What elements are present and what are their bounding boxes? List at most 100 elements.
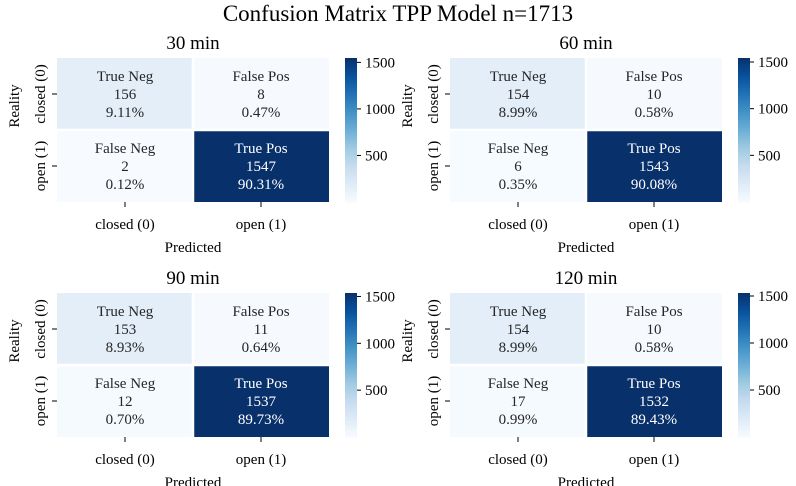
cell-percent: 8.99% (499, 105, 538, 121)
colorbar-band (345, 293, 357, 296)
colorbar-band (345, 375, 357, 378)
heatmap-cell (450, 293, 586, 365)
colorbar-band (738, 345, 750, 348)
colorbar-band (345, 421, 357, 424)
heatmap-cell (193, 293, 329, 365)
colorbar-band (738, 78, 750, 81)
x-tick-label: open (1) (629, 452, 679, 468)
cell-label: True Neg (490, 304, 547, 320)
colorbar-band (345, 136, 357, 139)
colorbar-band (738, 180, 750, 183)
x-axis-label: Predicted (165, 475, 222, 486)
colorbar-band (738, 166, 750, 169)
colorbar-band (738, 140, 750, 143)
colorbar-band (738, 315, 750, 318)
colorbar-band (345, 102, 357, 105)
colorbar-band (738, 108, 750, 111)
heatmap-cell (57, 58, 193, 130)
colorbar-band (345, 303, 357, 306)
colorbar-band (738, 142, 750, 145)
colorbar-band (345, 112, 357, 115)
colorbar-band (738, 82, 750, 85)
panel-title: 30 min (166, 33, 220, 54)
colorbar-band (345, 399, 357, 402)
colorbar-band (738, 174, 750, 177)
colorbar-band (345, 114, 357, 117)
colorbar-band (345, 417, 357, 420)
y-axis-label: Reality (400, 84, 416, 128)
figure-title: Confusion Matrix TPP Model n=1713 (223, 1, 573, 26)
cell-count: 154 (507, 322, 530, 338)
colorbar-band (738, 124, 750, 127)
colorbar-band (345, 160, 357, 163)
colorbar-band (345, 158, 357, 161)
colorbar-band (345, 68, 357, 71)
colorbar-band (345, 349, 357, 352)
colorbar-band (738, 311, 750, 314)
colorbar-band (345, 317, 357, 320)
colorbar-band (345, 194, 357, 197)
colorbar-band (345, 383, 357, 386)
colorbar-band (345, 409, 357, 412)
colorbar-band (738, 104, 750, 107)
colorbar-band (738, 405, 750, 408)
colorbar-band (738, 188, 750, 191)
colorbar-band (345, 397, 357, 400)
colorbar-band (345, 315, 357, 318)
y-tick-label: closed (0) (426, 299, 442, 359)
colorbar-band (345, 419, 357, 422)
colorbar-band (345, 144, 357, 147)
colorbar-band (345, 62, 357, 65)
colorbar-band (345, 162, 357, 165)
colorbar-band (738, 317, 750, 320)
colorbar-band (345, 184, 357, 187)
y-axis-label: Reality (400, 319, 416, 363)
colorbar-band (738, 96, 750, 99)
colorbar-band (345, 134, 357, 137)
colorbar-band (345, 309, 357, 312)
x-axis-label: Predicted (165, 240, 222, 256)
colorbar-band (345, 126, 357, 129)
colorbar-band (345, 297, 357, 300)
colorbar-band (345, 403, 357, 406)
cell-percent: 0.35% (499, 177, 538, 193)
colorbar-band (345, 166, 357, 169)
colorbar-band (345, 90, 357, 93)
colorbar-band (738, 373, 750, 376)
colorbar-band (738, 138, 750, 141)
colorbar-band (738, 397, 750, 400)
cell-percent: 89.43% (631, 412, 677, 428)
colorbar-band (738, 363, 750, 366)
colorbar-band (345, 401, 357, 404)
cell-percent: 0.99% (499, 412, 538, 428)
colorbar-band (345, 148, 357, 151)
colorbar-band (738, 313, 750, 316)
colorbar-band (738, 80, 750, 83)
colorbar-band (345, 329, 357, 332)
colorbar-tick-label: 500 (758, 383, 781, 399)
colorbar-band (345, 319, 357, 322)
colorbar-band (738, 389, 750, 392)
colorbar-band (738, 76, 750, 79)
y-tick-label: closed (0) (33, 64, 49, 124)
colorbar-band (345, 311, 357, 314)
colorbar-band (345, 118, 357, 121)
cell-label: False Pos (232, 304, 289, 320)
cell-count: 1532 (639, 394, 669, 410)
colorbar-band (345, 331, 357, 334)
colorbar-band (345, 431, 357, 434)
colorbar-band (345, 132, 357, 135)
colorbar-band (738, 293, 750, 296)
colorbar-band (345, 190, 357, 193)
cell-label: True Pos (627, 141, 680, 157)
colorbar-band (738, 407, 750, 410)
colorbar-band (738, 307, 750, 310)
colorbar-band (345, 72, 357, 75)
colorbar-band (345, 172, 357, 175)
colorbar-band (738, 178, 750, 181)
colorbar-band (345, 357, 357, 360)
colorbar-tick-label: 500 (758, 148, 781, 164)
colorbar-band (738, 387, 750, 390)
colorbar-band (738, 417, 750, 420)
cell-label: True Neg (490, 69, 547, 85)
